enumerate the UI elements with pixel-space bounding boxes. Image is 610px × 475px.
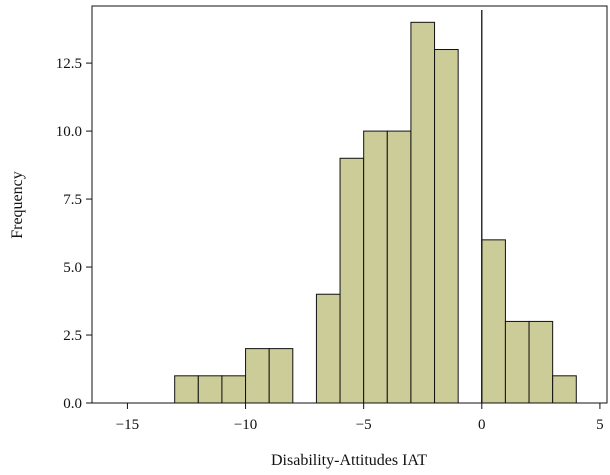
histogram-bar <box>268 348 294 404</box>
histogram-bar <box>528 320 554 404</box>
histogram-bar <box>197 375 223 404</box>
histogram-bar <box>386 130 412 404</box>
histogram-bar <box>552 375 577 404</box>
y-tick-label: 2.5 <box>63 328 82 344</box>
x-tick-label: 5 <box>596 417 604 433</box>
y-tick-label: 5.0 <box>63 260 82 276</box>
bars-group <box>174 21 577 404</box>
y-tick-label: 7.5 <box>63 192 82 208</box>
x-tick-label: −15 <box>116 417 139 433</box>
histogram-bar <box>245 348 270 404</box>
histogram-bar <box>221 375 247 404</box>
x-axis-label: Disability-Attitudes IAT <box>271 452 427 469</box>
histogram-bar <box>315 293 341 404</box>
histogram-bar <box>504 320 530 404</box>
histogram-bar <box>481 239 506 404</box>
histogram-bar <box>339 157 365 404</box>
y-tick-label: 0.0 <box>63 396 82 412</box>
histogram-bar <box>434 49 459 404</box>
histogram-bar <box>174 375 199 404</box>
x-tick-label: −10 <box>234 417 257 433</box>
y-tick-label: 10.0 <box>56 124 82 140</box>
histogram-bar <box>363 130 388 404</box>
y-tick-label: 12.5 <box>56 56 82 72</box>
x-tick-label: 0 <box>478 417 486 433</box>
x-tick-label: −5 <box>356 417 372 433</box>
histogram-bar <box>410 21 436 404</box>
y-axis-label: Frequency <box>9 171 26 239</box>
x-axis-ticks: −15 −10 −5 0 5 <box>116 403 604 433</box>
y-axis-ticks: 0.0 2.5 5.0 7.5 10.0 12.5 <box>56 56 92 412</box>
